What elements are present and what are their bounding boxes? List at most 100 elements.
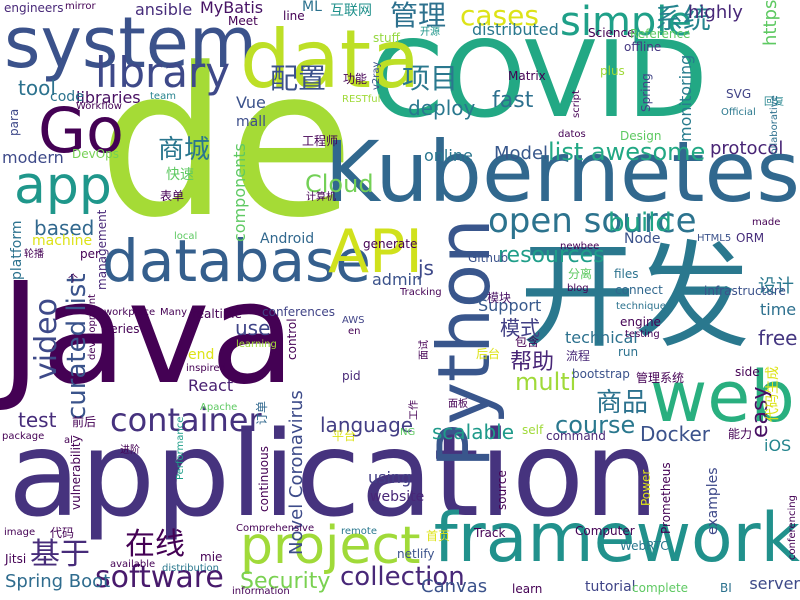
cloud-word: 模式: [500, 316, 540, 340]
cloud-word: 基于: [30, 537, 90, 572]
cloud-word: DevOps: [72, 147, 120, 161]
cloud-word: 面试: [419, 340, 430, 360]
cloud-word: 快速: [166, 167, 194, 183]
cloud-word: plus: [600, 64, 625, 78]
cloud-word: mie: [200, 550, 223, 564]
cloud-word: build: [608, 208, 672, 238]
cloud-word: 工程师: [302, 134, 339, 148]
cloud-word: 首页: [426, 529, 451, 543]
cloud-word: para: [7, 108, 21, 136]
cloud-word: engineers: [4, 1, 64, 15]
cloud-word: Performance: [175, 416, 186, 480]
cloud-word: 前后: [72, 415, 97, 429]
cloud-word: mirror: [65, 1, 96, 12]
cloud-word: Go: [38, 94, 124, 167]
cloud-word: Github: [468, 251, 509, 265]
cloud-word: scalable: [432, 420, 515, 444]
cloud-word: Design: [620, 129, 662, 143]
cloud-word: 代码: [50, 526, 75, 540]
cloud-word: 能力: [728, 427, 753, 441]
cloud-word: 系统: [655, 2, 712, 35]
cloud-word: 平台: [332, 429, 357, 443]
cloud-word: 计算机: [306, 192, 336, 203]
cloud-word: engine: [620, 315, 661, 329]
cloud-word: BI: [720, 581, 732, 595]
cloud-word: 在线: [125, 527, 185, 562]
cloud-word: technical: [565, 328, 638, 347]
cloud-word: local: [174, 231, 198, 242]
cloud-word: system: [4, 2, 258, 84]
cloud-word: React: [188, 376, 234, 395]
cloud-word: modern: [2, 148, 64, 167]
cloud-word: simple: [560, 0, 693, 45]
cloud-word: command: [546, 429, 606, 443]
cloud-word: web: [650, 356, 795, 438]
cloud-word: testing: [625, 329, 660, 340]
cloud-word: Cloud: [305, 170, 374, 198]
cloud-word: v2ray: [371, 61, 382, 90]
cloud-word: free: [758, 326, 798, 350]
cloud-word: per: [80, 247, 100, 261]
cloud-word: app: [14, 156, 112, 216]
cloud-word: al: [64, 435, 73, 446]
cloud-word: 商品: [596, 388, 649, 418]
cloud-word: 项目: [402, 62, 459, 95]
cloud-word: highly: [688, 2, 743, 23]
cloud-word: available: [110, 559, 156, 570]
cloud-word: COVID: [370, 19, 708, 141]
cloud-word: script: [571, 90, 582, 118]
cloud-word: HTML5: [697, 233, 732, 244]
cloud-word: API: [328, 217, 423, 287]
cloud-word: components: [230, 143, 249, 242]
cloud-word: learning: [236, 339, 277, 350]
cloud-word: 商城: [158, 135, 211, 165]
cloud-word: time: [760, 300, 797, 319]
cloud-word: https: [760, 0, 781, 47]
cloud-word: conferences: [262, 305, 336, 319]
cloud-word: use: [235, 316, 271, 340]
cloud-word: 模块: [487, 291, 512, 305]
cloud-word: WebRTC: [620, 539, 669, 553]
cloud-word: 包含: [515, 335, 540, 349]
cloud-word: Comprehensive: [236, 523, 315, 534]
cloud-word: fast: [492, 88, 534, 113]
cloud-word: server: [749, 574, 800, 593]
cloud-word: MyBatis: [200, 0, 264, 17]
cloud-word: code: [50, 89, 84, 105]
cloud-word: Meet: [228, 14, 258, 28]
cloud-word: platform: [9, 220, 25, 281]
cloud-word: Support: [478, 296, 542, 315]
cloud-word: deploy: [408, 96, 476, 120]
cloud-word: 工作: [409, 400, 420, 420]
cloud-word: remote: [341, 526, 377, 537]
cloud-word: NG: [400, 427, 416, 438]
cloud-word: en: [348, 326, 361, 337]
cloud-word: de: [98, 25, 355, 263]
cloud-word: tutorial: [585, 579, 636, 595]
cloud-word: newbee: [560, 241, 600, 252]
cloud-word: examples: [705, 467, 721, 535]
cloud-word: offline: [624, 40, 662, 54]
cloud-word: Canvas: [421, 576, 488, 597]
cloud-word: 后台: [476, 347, 501, 361]
cloud-word: collection: [340, 562, 465, 592]
cloud-word: source: [495, 470, 509, 510]
cloud-word: Android: [260, 231, 315, 247]
cloud-word: framework: [433, 499, 800, 578]
cloud-word: ML: [302, 0, 322, 15]
cloud-word: SVG: [726, 87, 752, 101]
cloud-word: 回复: [764, 97, 784, 108]
cloud-word: self: [522, 423, 544, 437]
cloud-word: admin: [372, 270, 423, 289]
cloud-word: js: [418, 256, 434, 280]
cloud-word: monitoring: [676, 54, 695, 142]
cloud-word: blog: [567, 283, 589, 294]
cloud-word: list awesome: [548, 138, 706, 166]
cloud-word: mall: [236, 114, 266, 130]
cloud-word: Security: [240, 569, 331, 594]
cloud-word: series: [104, 322, 140, 336]
cloud-word: vulnerability: [69, 435, 83, 510]
cloud-word: 流程: [566, 349, 591, 363]
cloud-word: 面板: [448, 399, 468, 410]
cloud-word: video: [29, 298, 64, 380]
